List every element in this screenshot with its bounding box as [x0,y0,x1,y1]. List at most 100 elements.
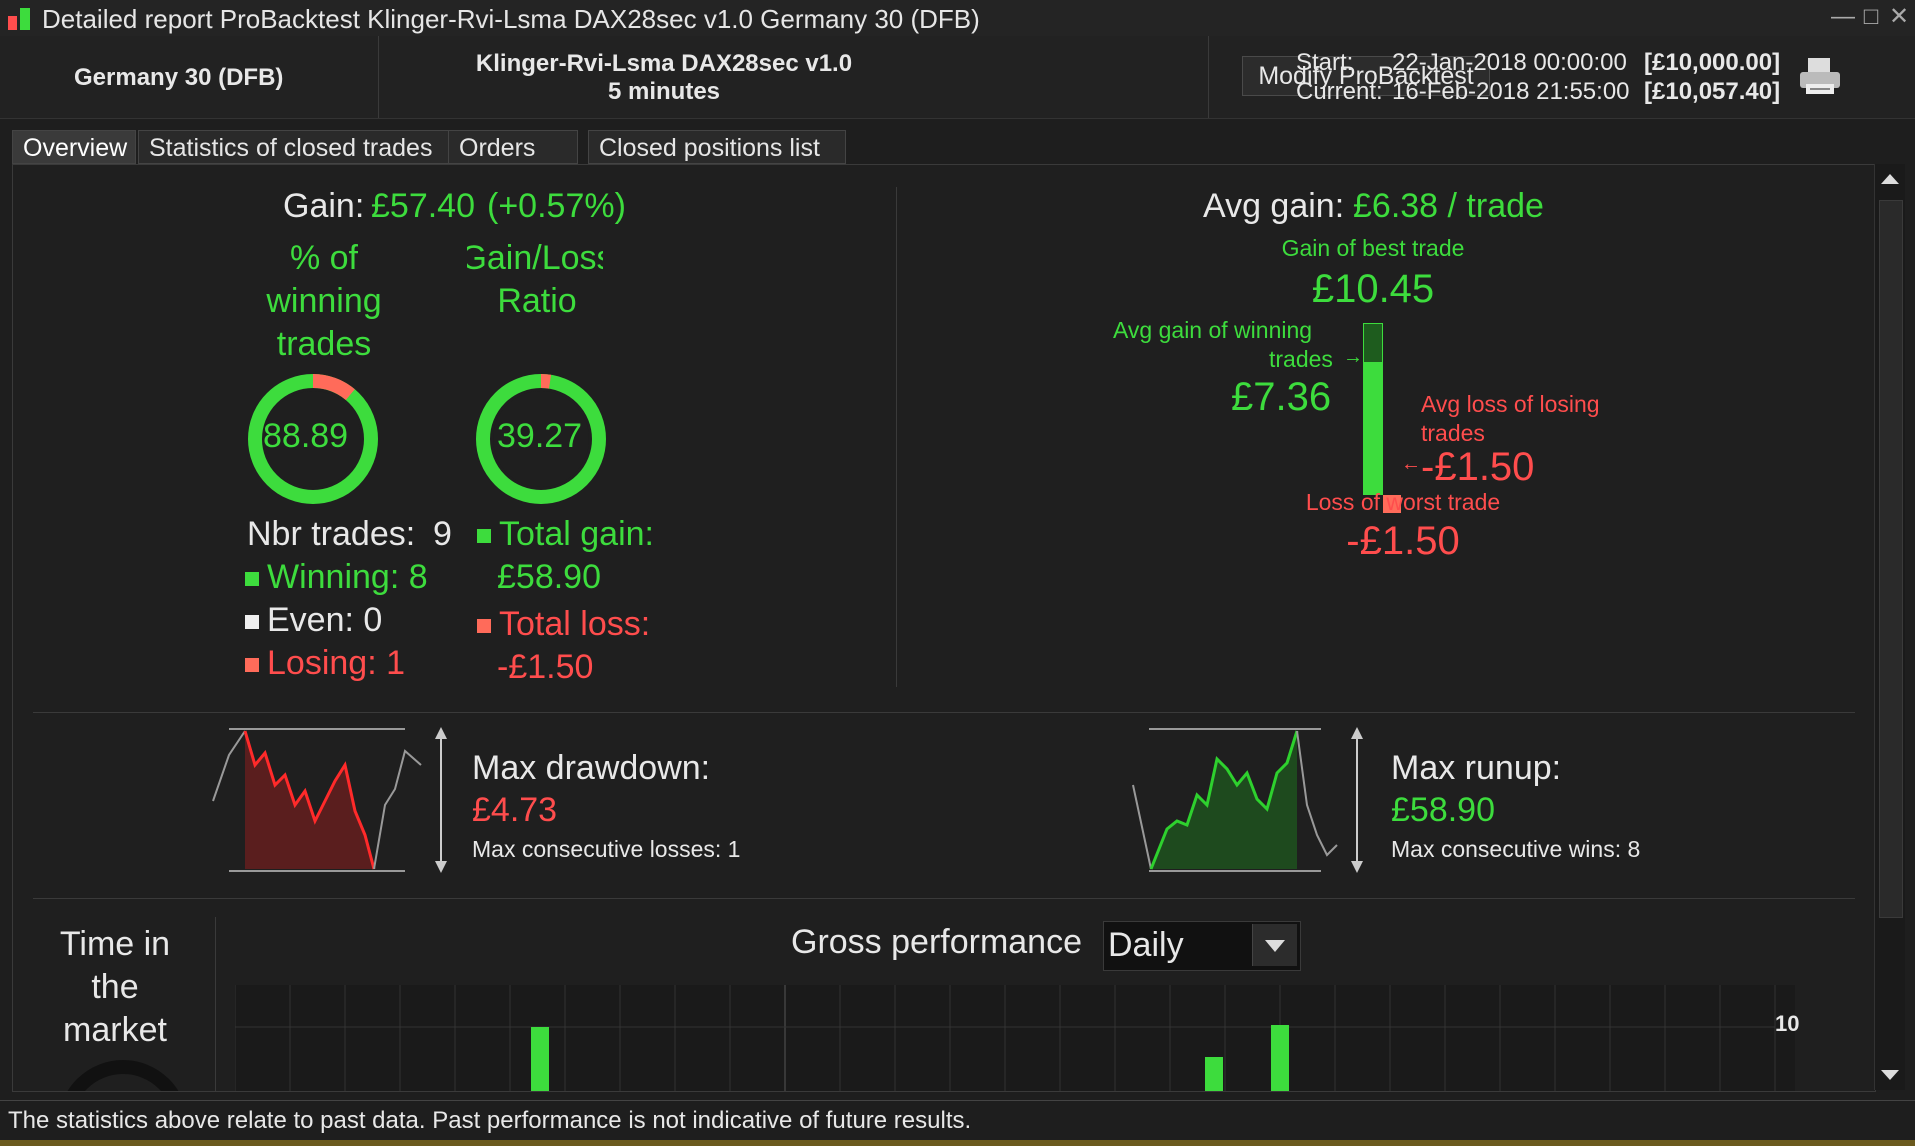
total-gain-row: Total gain: [477,515,654,554]
total-loss-value: -£1.50 [497,648,594,686]
section-divider-horizontal-1 [33,712,1855,713]
time-in-market-label: Time in the market [35,923,195,1052]
start-value: 22-Jan-2018 00:00:00 [1392,49,1627,76]
total-gain-square-icon [477,529,491,544]
scroll-down-icon[interactable] [1877,1062,1903,1088]
max-consecutive-wins-label: Max consecutive wins: [1391,836,1622,862]
status-bar: The statistics above relate to past data… [0,1100,1915,1141]
window-title: Detailed report ProBacktest Klinger-Rvi-… [42,4,980,34]
total-gain-value: £58.90 [497,558,601,596]
tab-closed-positions-list[interactable]: Closed positions list [588,130,846,164]
time-in-market-line-2: the [91,968,139,1006]
time-in-market-line-3: market [63,1011,167,1049]
even-square-icon [245,615,259,630]
gross-axis-tick: 10 [1775,1011,1800,1036]
title-bar: Detailed report ProBacktest Klinger-Rvi-… [0,0,1915,37]
current-capital: [£10,057.40] [1644,78,1781,105]
avg-win-label-1: Avg gain of winning [1113,317,1313,343]
gross-bar-2 [1205,1057,1223,1091]
total-loss-label: Total loss: [499,605,651,643]
avg-gain-label: Avg gain: [1203,187,1345,225]
losing-square-icon [245,658,259,673]
total-loss-row: Total loss: [477,605,650,644]
avg-win-label-2: trades [1269,346,1333,372]
gain-loss-ratio-value: 39.27 [497,417,583,455]
avg-loss-label-1: Avg loss of losing [1421,391,1600,417]
worst-trade-label: Loss of worst trade [1305,489,1501,515]
report-header: Germany 30 (DFB) Klinger-Rvi-Lsma DAX28s… [0,36,1915,119]
max-drawdown-chart [209,725,449,875]
max-runup-chart [1131,725,1371,875]
tab-orders-list[interactable]: Orders list [448,130,578,196]
start-capital: [£10,000.00] [1644,49,1781,76]
strategy-cell: Klinger-Rvi-Lsma DAX28sec v1.0 5 minutes… [378,36,1490,118]
period-cell: Start: 22-Jan-2018 00:00:00 [£10,000.00]… [1208,36,1915,118]
max-consecutive-losses-label: Max consecutive losses: [472,836,722,862]
start-label: Start: [1296,49,1354,76]
total-gain-label: Total gain: [499,515,654,553]
total-loss-square-icon [477,619,491,634]
trade-range-bar [1363,323,1403,569]
max-consecutive-wins: Max consecutive wins: 8 [1391,836,1640,863]
avg-win-arrow-icon: → [1343,346,1363,368]
close-icon[interactable]: ✕ [1888,3,1910,30]
max-runup-label: Max runup: [1391,749,1562,787]
section-divider-vertical [896,187,897,687]
best-trade-label: Gain of best trade [1281,235,1465,261]
avg-loss-value: -£1.50 [1421,445,1535,489]
max-drawdown-value: £4.73 [472,791,558,829]
gross-performance-label: Gross performance [791,923,1082,961]
strategy-timeframe: 5 minutes [607,78,721,105]
max-drawdown-label: Max drawdown: [472,749,711,787]
max-runup-value: £58.90 [1391,791,1495,829]
modify-probacktest-button[interactable]: Modify ProBacktest [1242,56,1490,96]
section-divider-vertical-2 [215,917,216,1091]
even-count-value: 0 [363,601,383,639]
winning-count-label: Winning: [267,558,400,596]
chevron-down-icon[interactable] [1252,924,1297,966]
gross-performance-chart: 10 [234,985,1799,1091]
gain-loss-ratio-text: Gain/Loss Ratio [467,239,603,320]
nbr-trades-label: Nbr trades: [247,515,416,553]
even-count-label: Even: [267,601,354,639]
tab-statistics-closed-trades[interactable]: Statistics of closed trades [138,130,458,164]
max-consecutive-wins-value: 8 [1627,836,1641,862]
current-value: 16-Feb-2018 21:55:00 [1392,78,1630,105]
losing-count-label: Losing: [267,644,377,682]
winning-square-icon [245,572,259,587]
gain-percent: (+0.57%) [487,187,626,225]
worst-trade-value: -£1.50 [1346,519,1460,563]
gain-value: £57.40 [371,187,475,225]
tab-overview[interactable]: Overview [12,130,136,164]
printer-icon[interactable] [1798,56,1842,98]
gross-bar-3 [1271,1025,1289,1091]
overview-panel: Gain: £57.40 (+0.57%) % of winning trade… [12,164,1876,1092]
winning-trades-gauge: 88.89 [245,371,381,507]
gain-loss-ratio-label: Gain/Loss Ratio [467,237,603,323]
winning-count-value: 8 [408,558,428,596]
scroll-thumb[interactable] [1879,200,1903,918]
maximize-icon[interactable]: □ [1863,3,1879,30]
time-in-market-gauge [55,1057,191,1091]
period-select[interactable]: Daily [1103,921,1301,971]
best-trade-value: £10.45 [1311,267,1435,311]
gross-bar-1 [531,1027,549,1091]
scroll-up-icon[interactable] [1877,166,1903,192]
avg-loss-label-2: trades [1421,420,1485,446]
minimize-icon[interactable]: — [1831,3,1855,30]
max-consecutive-losses-value: 1 [727,836,741,862]
current-label: Current: [1296,78,1383,105]
bottom-accent-bar [0,1140,1915,1146]
disclaimer-text: The statistics above relate to past data… [8,1107,972,1134]
max-consecutive-losses: Max consecutive losses: 1 [472,836,740,863]
strategy-name: Klinger-Rvi-Lsma DAX28sec v1.0 [475,50,853,77]
losing-count-row: Losing: 1 [245,644,405,683]
winning-count-row: Winning: 8 [245,558,428,597]
winning-trades-percent: 88.89 [263,417,349,455]
even-count-row: Even: 0 [245,601,382,640]
instrument-name: Germany 30 (DFB) [74,64,284,91]
avg-gain-value: £6.38 / trade [1353,187,1544,225]
vertical-scrollbar[interactable] [1874,164,1905,1090]
period-select-value: Daily [1108,926,1184,964]
app-icon [6,6,34,32]
